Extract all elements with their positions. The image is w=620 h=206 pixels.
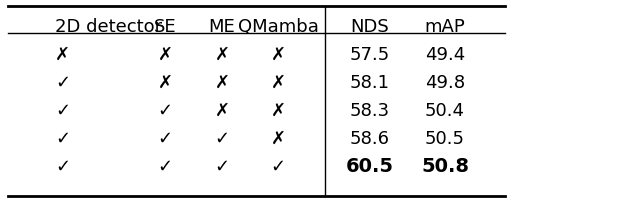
Text: ✓: ✓	[55, 102, 70, 120]
Text: 58.6: 58.6	[350, 130, 390, 148]
Text: 58.1: 58.1	[350, 74, 390, 92]
Text: ✗: ✗	[270, 102, 286, 120]
Text: ✓: ✓	[55, 74, 70, 92]
Text: NDS: NDS	[351, 18, 389, 36]
Text: 58.3: 58.3	[350, 102, 390, 120]
Text: ✗: ✗	[215, 46, 229, 64]
Text: ME: ME	[208, 18, 236, 36]
Text: 57.5: 57.5	[350, 46, 390, 64]
Text: 49.8: 49.8	[425, 74, 465, 92]
Text: 50.5: 50.5	[425, 130, 465, 148]
Text: ✓: ✓	[215, 130, 229, 148]
Text: ✗: ✗	[55, 46, 70, 64]
Text: 50.4: 50.4	[425, 102, 465, 120]
Text: ✓: ✓	[157, 158, 172, 176]
Text: ✗: ✗	[215, 102, 229, 120]
Text: ✗: ✗	[270, 130, 286, 148]
Text: mAP: mAP	[425, 18, 466, 36]
Text: ✓: ✓	[55, 158, 70, 176]
Text: 60.5: 60.5	[346, 158, 394, 177]
Text: ✓: ✓	[55, 130, 70, 148]
Text: ✓: ✓	[157, 130, 172, 148]
Text: ✗: ✗	[157, 46, 172, 64]
Text: 2D detector: 2D detector	[55, 18, 162, 36]
Text: ✗: ✗	[270, 74, 286, 92]
Text: ✓: ✓	[270, 158, 286, 176]
Text: QMamba: QMamba	[237, 18, 319, 36]
Text: ✗: ✗	[270, 46, 286, 64]
Text: 49.4: 49.4	[425, 46, 465, 64]
Text: 50.8: 50.8	[421, 158, 469, 177]
Text: ✗: ✗	[157, 74, 172, 92]
Text: ✓: ✓	[157, 102, 172, 120]
Text: SE: SE	[154, 18, 176, 36]
Text: ✗: ✗	[215, 74, 229, 92]
Text: ✓: ✓	[215, 158, 229, 176]
